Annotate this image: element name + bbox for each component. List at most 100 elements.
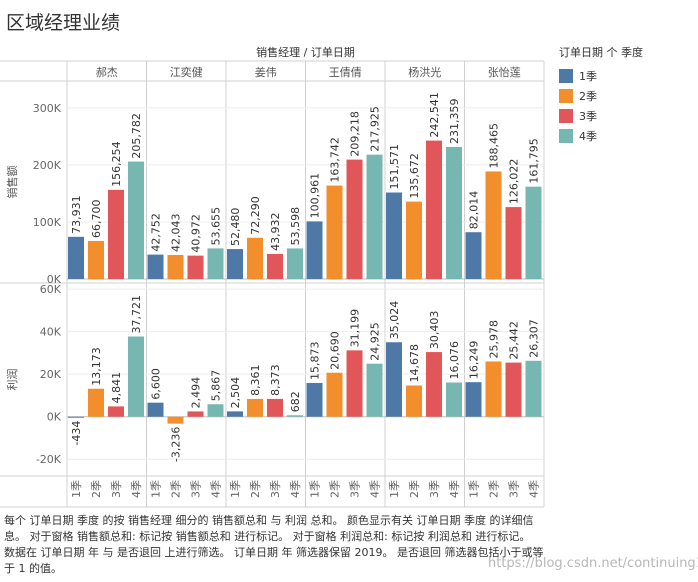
data-label: 40,972 — [190, 214, 203, 253]
x-tick-label: 2季 — [90, 480, 103, 498]
bar — [366, 363, 383, 417]
x-tick-label: 3季 — [349, 480, 362, 498]
data-label: 5,867 — [210, 370, 223, 402]
column-header: 王倩倩 — [329, 66, 362, 79]
data-label: 25,442 — [508, 321, 521, 360]
data-label: 2,504 — [229, 377, 242, 409]
x-tick-label: 3季 — [190, 480, 203, 498]
legend-item-q3[interactable]: 3季 — [559, 106, 643, 126]
chart-title: 销售经理 / 订单日期 — [256, 45, 355, 59]
bar — [386, 192, 402, 279]
bar — [247, 398, 263, 417]
data-label: 8,361 — [249, 364, 262, 396]
column-header: 杨洪光 — [408, 65, 441, 79]
data-label: 209,218 — [349, 111, 362, 157]
legend-item-q4[interactable]: 4季 — [559, 126, 643, 146]
bar — [147, 254, 164, 279]
data-label: 82,014 — [468, 191, 481, 230]
bar — [227, 411, 243, 417]
bar — [485, 361, 502, 417]
bar — [207, 248, 224, 279]
bar — [108, 189, 124, 279]
y-tick-label: 100K — [33, 216, 62, 229]
legend-title: 订单日期 个 季度 — [559, 46, 643, 59]
y-axis-label: 销售额 — [5, 166, 19, 199]
data-label: 135,672 — [408, 153, 421, 199]
data-label: 2,494 — [190, 377, 203, 409]
legend-label: 4季 — [579, 130, 597, 143]
x-tick-label: 3季 — [110, 480, 123, 498]
chart-caption: 每个 订单日期 季度 的按 销售经理 细分的 销售额总和 与 利润 总和。 颜色… — [4, 514, 544, 575]
y-axis-label: 利润 — [5, 369, 19, 391]
bar — [346, 159, 363, 279]
bar — [465, 232, 482, 279]
data-label: 15,873 — [309, 341, 322, 380]
data-label: 20,690 — [329, 331, 342, 370]
bar — [366, 154, 383, 279]
data-label: 6,600 — [150, 368, 163, 400]
x-tick-label: 4季 — [369, 480, 382, 498]
data-label: 31,199 — [349, 309, 362, 348]
data-label: 156,254 — [110, 141, 123, 187]
y-tick-label: 60K — [40, 283, 62, 296]
data-label: 188,465 — [488, 123, 501, 169]
bar — [187, 411, 204, 417]
bar — [485, 171, 502, 279]
data-label: 66,700 — [90, 199, 103, 238]
bar — [326, 372, 343, 417]
data-label: 37,721 — [130, 295, 143, 334]
data-label: 242,541 — [428, 92, 441, 138]
bar — [465, 382, 482, 417]
bar — [525, 360, 542, 417]
bar — [207, 404, 224, 417]
watermark: https://blog.csdn.net/continuing1234 — [488, 556, 698, 571]
x-tick-label: 3季 — [428, 480, 441, 498]
data-label: -3,236 — [170, 427, 183, 462]
x-tick-label: 4季 — [210, 480, 223, 498]
data-label: 25,978 — [488, 320, 501, 359]
bar — [446, 146, 462, 279]
bar — [108, 406, 124, 417]
bar — [306, 221, 323, 279]
y-tick-label: -20K — [36, 453, 62, 466]
bar — [505, 362, 522, 417]
x-tick-label: 4季 — [289, 480, 302, 498]
data-label: 42,752 — [150, 213, 163, 252]
data-label: 161,795 — [528, 138, 541, 184]
bar — [505, 207, 522, 279]
column-header: 张怡莲 — [488, 65, 521, 79]
column-header: 郝杰 — [96, 65, 118, 79]
data-label: 42,043 — [170, 214, 183, 253]
bar — [406, 385, 422, 417]
x-tick-label: 1季 — [468, 480, 481, 498]
bar — [267, 398, 283, 417]
bar — [128, 336, 144, 417]
legend-item-q2[interactable]: 2季 — [559, 86, 643, 106]
data-label: 217,925 — [369, 106, 382, 152]
y-tick-label: 300K — [33, 102, 62, 115]
bar — [227, 249, 243, 279]
legend-item-q1[interactable]: 1季 — [559, 66, 643, 86]
bar — [88, 388, 104, 417]
x-tick-label: 1季 — [150, 480, 163, 498]
data-label: 14,678 — [408, 344, 421, 383]
data-label: 205,782 — [130, 113, 143, 159]
data-label: 16,076 — [448, 341, 461, 380]
legend-swatch — [559, 129, 573, 143]
data-label: 4,841 — [110, 372, 123, 404]
bar — [147, 402, 164, 417]
x-tick-label: 4季 — [130, 480, 143, 498]
column-header: 姜伟 — [255, 65, 277, 79]
bar — [68, 236, 84, 279]
y-tick-label: 0K — [47, 273, 62, 286]
data-label: 72,290 — [249, 196, 262, 235]
bar — [426, 352, 442, 417]
legend-label: 2季 — [579, 90, 597, 103]
data-label: 35,024 — [388, 301, 401, 340]
bar — [346, 350, 363, 417]
x-tick-label: 2季 — [408, 480, 421, 498]
data-label: 231,359 — [448, 98, 461, 144]
page-title: 区域经理业绩 — [6, 12, 121, 34]
legend-swatch — [559, 89, 573, 103]
